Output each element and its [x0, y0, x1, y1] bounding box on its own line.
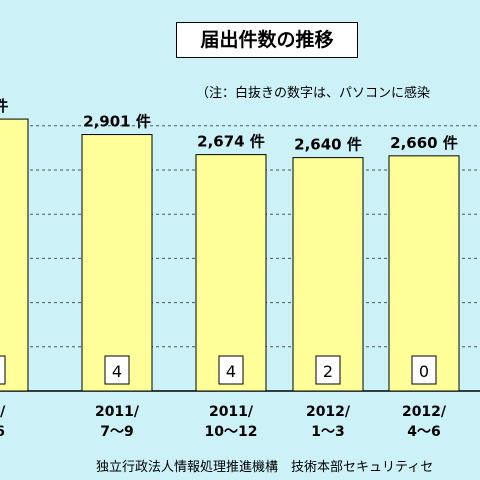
bar	[388, 155, 460, 392]
bar-value-label: 2,660 件	[390, 134, 458, 152]
bar	[81, 134, 153, 392]
bar-value-label: 2,901 件	[83, 113, 151, 131]
x-tick-label: 10～12	[205, 424, 258, 440]
bar	[0, 118, 29, 392]
infection-label: 4	[112, 362, 122, 381]
x-tick-label: ～6	[0, 424, 5, 440]
infection-box	[0, 355, 6, 385]
x-tick-label: 11/	[0, 404, 6, 420]
bar-value-label: 2,674 件	[197, 133, 265, 151]
infection-label: 4	[226, 362, 236, 381]
x-tick-label: 2012/	[402, 404, 447, 420]
bar	[292, 157, 364, 392]
x-tick-label: 7～9	[100, 424, 133, 440]
x-tick-label: 2011/	[95, 404, 140, 420]
chart-note: （注：白抜きの数字は、パソコンに感染	[196, 86, 431, 101]
x-tick-label: 1～3	[311, 424, 344, 440]
infection-box	[411, 355, 437, 385]
infection-box	[315, 355, 341, 385]
x-tick-label: 2011/	[209, 404, 254, 420]
x-tick-label: 4～6	[407, 424, 440, 440]
bar	[195, 154, 267, 392]
infection-box	[104, 355, 130, 385]
bar-value-label: 2,640 件	[294, 136, 362, 154]
chart-source: 独立行政法人情報処理推進機構 技術本部セキュリティセ	[96, 460, 434, 475]
chart-title: 届出件数の推移	[176, 22, 358, 58]
infection-label: 0	[419, 362, 429, 381]
x-tick-label: 2012/	[306, 404, 351, 420]
infection-label: 2	[323, 362, 333, 381]
bar-value-label: 6 件	[0, 97, 8, 115]
infection-box	[218, 355, 244, 385]
